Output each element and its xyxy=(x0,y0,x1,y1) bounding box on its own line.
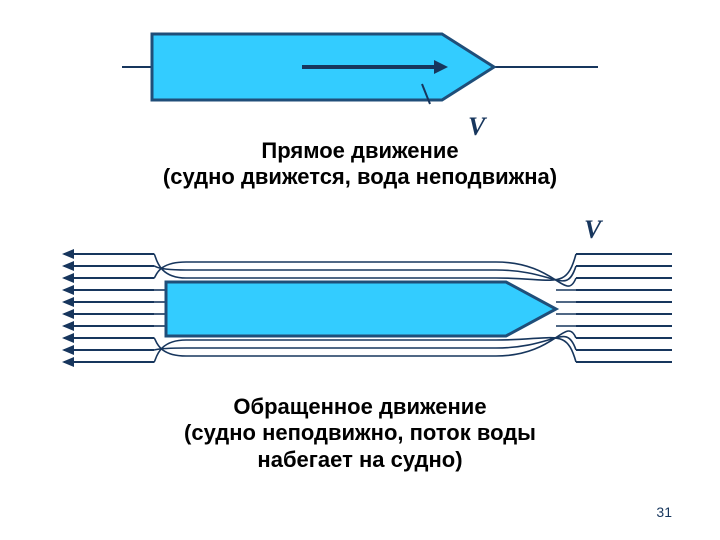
caption-text: (судно неподвижно, поток воды xyxy=(184,420,536,445)
v-label-2: V xyxy=(584,215,601,245)
caption-text: набегает на судно) xyxy=(257,447,462,472)
caption-text: (судно движется, вода неподвижна) xyxy=(163,164,557,189)
caption-text: Обращенное движение xyxy=(233,394,486,419)
direct-motion-diagram xyxy=(122,24,598,110)
caption-text: Прямое движение xyxy=(261,138,458,163)
reversed-motion-caption: Обращенное движение (судно неподвижно, п… xyxy=(90,394,630,473)
direct-motion-caption: Прямое движение (судно движется, вода не… xyxy=(70,138,650,191)
page-number: 31 xyxy=(656,504,672,520)
reversed-motion-diagram xyxy=(46,244,674,374)
direct-motion-svg xyxy=(122,24,598,110)
reversed-motion-svg xyxy=(46,244,674,374)
